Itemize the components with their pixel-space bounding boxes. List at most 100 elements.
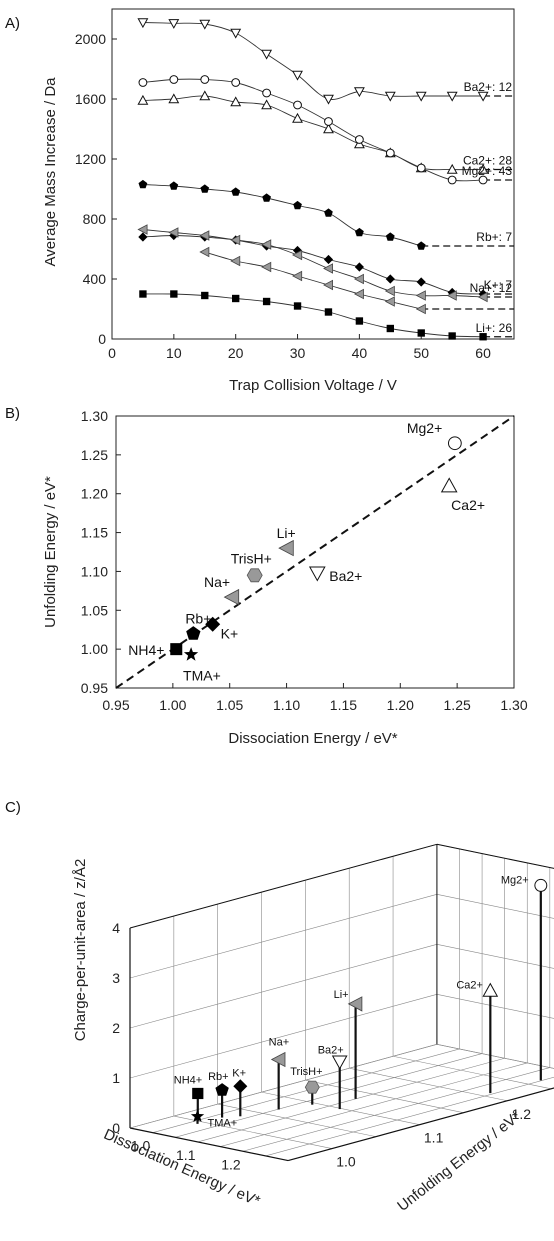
panel-a-point	[169, 75, 179, 84]
panel-c-axis	[436, 843, 554, 869]
panel-a-point	[230, 96, 242, 107]
panel-a-point	[170, 290, 178, 298]
panel-b-point-label: NH4+	[128, 642, 164, 658]
panel-a-point	[354, 262, 364, 272]
panel-c-zlabel: Charge-per-unit-area / z/Å2	[72, 859, 89, 1042]
panel-a-ytick-label: 1600	[75, 91, 106, 107]
panel-a-point	[292, 270, 303, 282]
panel-a-point	[293, 302, 302, 310]
panel-c-point	[482, 982, 499, 997]
panel-a-point	[199, 19, 211, 30]
panel-c-axis	[287, 1087, 554, 1162]
panel-c-point-label: Mg2+	[501, 874, 529, 886]
panel-c-point-label: Rb+	[208, 1071, 229, 1083]
panel-b-point-label: Na+	[204, 574, 230, 590]
panel-c-wall-gridline	[436, 1044, 554, 1069]
panel-b-xtick-label: 1.05	[216, 697, 243, 713]
panel-a-point	[323, 263, 334, 274]
panel-a-point	[231, 78, 241, 87]
panel-a-points	[137, 18, 489, 341]
panel-c-point-label: Na+	[269, 1037, 290, 1049]
panel-c-wall-gridline	[129, 1044, 437, 1129]
panel-a-point	[137, 224, 148, 235]
panel-a-xtick-label: 40	[352, 345, 368, 361]
panel-a-series-label: Rb+: 7	[476, 230, 512, 244]
panel-b-point	[246, 568, 263, 583]
panel-a-point	[262, 193, 271, 202]
panel-c-point	[331, 1055, 348, 1070]
panel-c-wall-gridline	[436, 894, 554, 919]
panel-a-point	[200, 75, 210, 84]
panel-a-point	[261, 239, 272, 250]
panel-b-identity-line	[115, 415, 515, 689]
panel-b-point-label: Ba2+	[329, 568, 362, 584]
panel-a-point	[261, 261, 272, 273]
panel-a-point	[353, 273, 364, 285]
panel-b-point	[183, 647, 199, 661]
panel-a-fit-curve	[142, 22, 484, 100]
panel-a-point	[230, 255, 241, 267]
panel-a-ylabel: Average Mass Increase / Da	[42, 77, 59, 267]
panel-a-point	[261, 99, 273, 110]
panel-a-fit-curve	[142, 184, 422, 247]
panel-a-series-label: Li+: 26	[476, 321, 513, 335]
panel-b-xtick-label: 1.20	[387, 697, 414, 713]
panel-c-ztick-label: 1	[112, 1070, 120, 1086]
panel-b-ytick-label: 1.25	[81, 447, 108, 463]
panel-a-point	[386, 324, 394, 333]
panel-a-point	[200, 184, 210, 193]
panel-c-grid	[129, 843, 554, 1162]
panel-c-axis	[129, 843, 438, 929]
panel-a-point	[416, 277, 426, 287]
panel-c-point	[233, 1079, 248, 1094]
panel-c-point	[347, 996, 363, 1012]
panel-a-label: A)	[5, 15, 20, 32]
panel-a-point	[477, 291, 488, 303]
panel-c-point-label: Ba2+	[318, 1045, 344, 1057]
panel-a-point	[385, 148, 395, 158]
panel-a-point	[448, 332, 456, 340]
panel-b-point-label: Ca2+	[451, 497, 485, 513]
panel-a-xtick-label: 50	[413, 345, 429, 361]
panel-b-point-label: Li+	[277, 525, 296, 541]
panel-a-point	[168, 93, 180, 104]
panel-c-floor-gridline	[197, 1057, 505, 1143]
panel-b-label: B)	[5, 405, 20, 422]
panel-b-point-label: TMA+	[183, 668, 221, 684]
panel-a-point	[478, 175, 488, 185]
panel-c-wall-gridline	[436, 994, 554, 1019]
panel-a-point	[354, 135, 364, 144]
panel-b-ytick-label: 1.10	[81, 563, 108, 579]
panel-b-ytick-label: 0.95	[81, 680, 108, 696]
panel-a-fit-curves	[142, 22, 514, 338]
panel-a-point	[385, 232, 395, 241]
panel-c-wall-gridline	[129, 994, 437, 1079]
panel-c-floor-gridline	[349, 1067, 508, 1102]
panel-b-point	[205, 616, 221, 632]
panel-c-point-label: NH4+	[174, 1074, 202, 1086]
panel-a-point	[262, 297, 271, 306]
panel-c-wall-gridline	[129, 894, 437, 979]
panel-c-point	[192, 1087, 204, 1100]
panel-c-floor-gridline	[305, 1079, 464, 1114]
panel-c-point	[534, 878, 548, 892]
panel-c-axis	[129, 1127, 289, 1162]
panel-b-point	[170, 643, 183, 656]
panel-a-point	[168, 19, 180, 29]
panel-a-point	[384, 296, 395, 307]
panel-c-wall-gridline	[436, 844, 554, 869]
panel-c-floor-gridline	[173, 1115, 333, 1149]
panel-a-series-label: Na+: 12	[470, 281, 513, 295]
panel-b-ytick-label: 1.20	[81, 486, 108, 502]
panel-a-point	[232, 294, 240, 303]
panel-a-point	[324, 117, 333, 126]
panel-a-point	[416, 163, 426, 173]
panel-a-point	[384, 285, 395, 297]
panel-b-xlabel: Dissociation Energy / eV*	[228, 730, 397, 747]
panel-c-point	[304, 1080, 320, 1094]
panel-c-wall-gridline	[436, 944, 554, 969]
panel-c-ztick-label: 2	[112, 1020, 120, 1036]
panel-a-point	[477, 163, 489, 174]
panel-c-ylabel: Unfolding Energy / eV*	[394, 1108, 524, 1215]
